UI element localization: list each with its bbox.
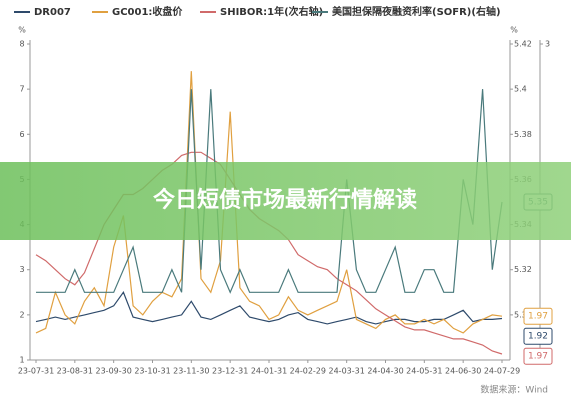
y-tick-label: 7 [19, 85, 24, 94]
y2-unit: % [510, 26, 518, 35]
last-value-box [523, 327, 553, 345]
banner-title: 今日短债市场最新行情解读 [153, 187, 417, 213]
y3-tick-label: 3 [545, 40, 550, 49]
y2-tick-label: 5.42 [514, 40, 532, 49]
series-line [35, 71, 503, 334]
x-tick-label: 23-09-30 [96, 367, 132, 376]
legend-label: GC001:收盘价 [112, 5, 183, 18]
last-value-label: 1.97 [528, 312, 548, 322]
legend-label: SHIBOR:1年(次右轴) [220, 5, 323, 18]
series-line [36, 89, 503, 294]
x-tick-label: 23-11-30 [173, 367, 209, 376]
y2-tick-label: 5.32 [514, 265, 532, 274]
last-value-label: 1.97 [528, 352, 548, 362]
last-value-box [523, 347, 553, 365]
last-value-label: 1.92 [528, 332, 548, 342]
x-tick-label: 23-07-31 [18, 367, 54, 376]
y-tick-label: 2 [19, 310, 24, 319]
x-tick-label: 24-02-29 [290, 367, 326, 376]
legend-label: 美国担保隔夜融资利率(SOFR)(右轴) [332, 5, 501, 18]
x-tick-label: 23-08-31 [57, 367, 93, 376]
x-tick-label: 24-04-30 [367, 367, 403, 376]
x-tick-label: 24-06-30 [445, 367, 481, 376]
x-tick-label: 24-05-31 [406, 367, 442, 376]
series-line [35, 291, 503, 325]
y2-tick-label: 5.4 [514, 85, 527, 94]
y-tick-label: 6 [19, 130, 24, 139]
legend-label: DR007 [34, 7, 71, 18]
last-value-box [523, 307, 553, 325]
x-tick-label: 23-12-31 [212, 367, 248, 376]
x-tick-label: 24-01-31 [251, 367, 287, 376]
x-tick-label: 24-07-29 [484, 367, 520, 376]
y-tick-label: 8 [19, 40, 24, 49]
banner-band [0, 162, 571, 240]
y2-tick-label: 5.3 [514, 310, 527, 319]
x-tick-label: 23-10-31 [134, 367, 170, 376]
y-tick-label: 1 [19, 356, 24, 365]
y2-tick-label: 5.38 [514, 130, 532, 139]
y-tick-label: 3 [19, 265, 24, 274]
x-tick-label: 24-03-31 [329, 367, 365, 376]
y-unit: % [18, 26, 26, 35]
source-note: 数据来源：Wind [480, 384, 548, 396]
